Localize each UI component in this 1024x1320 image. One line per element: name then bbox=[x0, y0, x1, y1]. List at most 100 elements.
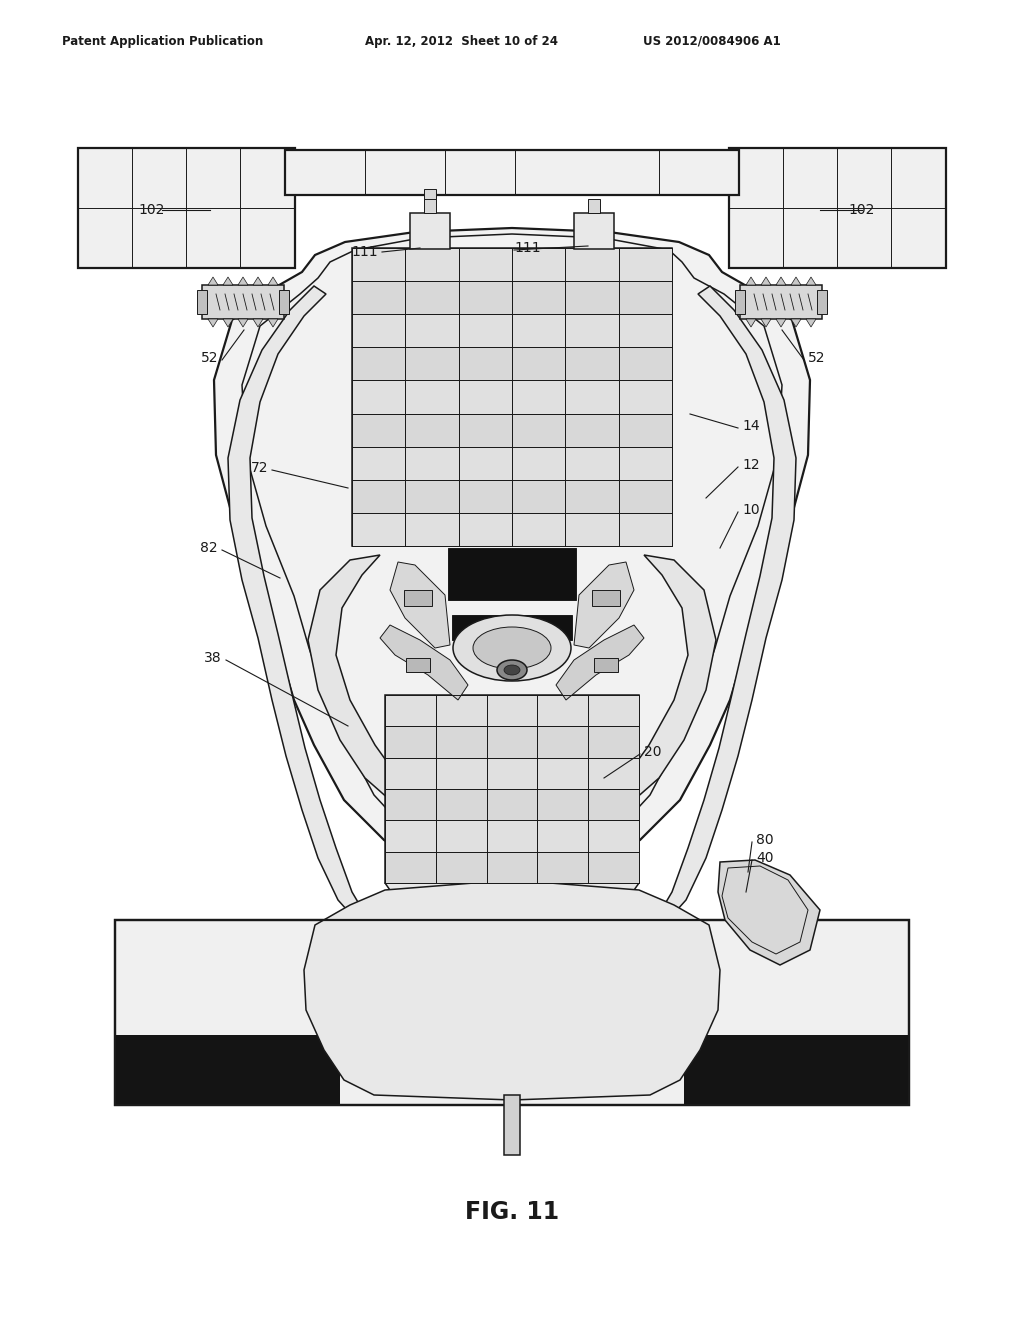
Bar bbox=[486, 851, 538, 883]
Bar bbox=[424, 199, 436, 213]
Polygon shape bbox=[308, 554, 400, 800]
Bar bbox=[352, 446, 406, 479]
Bar bbox=[512, 479, 565, 513]
Ellipse shape bbox=[453, 615, 571, 681]
Bar bbox=[565, 446, 618, 479]
Bar bbox=[459, 413, 512, 446]
Bar bbox=[436, 726, 486, 758]
Bar bbox=[352, 281, 406, 314]
Bar bbox=[459, 248, 512, 281]
Bar bbox=[452, 615, 572, 640]
Text: 52: 52 bbox=[808, 351, 825, 366]
Polygon shape bbox=[238, 319, 248, 327]
Bar bbox=[406, 513, 459, 546]
Bar bbox=[588, 758, 639, 789]
Bar bbox=[459, 513, 512, 546]
Bar bbox=[449, 548, 575, 601]
Bar bbox=[486, 758, 538, 789]
Bar bbox=[385, 726, 436, 758]
Polygon shape bbox=[268, 277, 278, 285]
Bar bbox=[406, 314, 459, 347]
Bar bbox=[459, 380, 512, 413]
Polygon shape bbox=[268, 319, 278, 327]
Bar bbox=[352, 314, 406, 347]
Bar bbox=[565, 380, 618, 413]
Bar bbox=[385, 758, 436, 789]
Polygon shape bbox=[208, 277, 218, 285]
Bar bbox=[588, 199, 600, 213]
Bar bbox=[459, 347, 512, 380]
Bar bbox=[512, 413, 565, 446]
Bar bbox=[618, 513, 672, 546]
Bar bbox=[352, 248, 672, 546]
Bar bbox=[538, 696, 588, 726]
Polygon shape bbox=[718, 861, 820, 965]
Bar bbox=[512, 248, 565, 281]
Bar bbox=[406, 479, 459, 513]
Bar bbox=[588, 820, 639, 851]
Bar bbox=[565, 513, 618, 546]
Polygon shape bbox=[238, 277, 248, 285]
Bar bbox=[565, 347, 618, 380]
Bar bbox=[538, 789, 588, 820]
Bar bbox=[512, 446, 565, 479]
Bar bbox=[406, 281, 459, 314]
Bar bbox=[385, 696, 436, 726]
Polygon shape bbox=[776, 277, 786, 285]
Bar bbox=[504, 1096, 520, 1155]
Bar bbox=[538, 726, 588, 758]
Polygon shape bbox=[791, 277, 801, 285]
Bar bbox=[817, 290, 827, 314]
Bar bbox=[594, 657, 618, 672]
Text: US 2012/0084906 A1: US 2012/0084906 A1 bbox=[643, 36, 780, 48]
Text: 20: 20 bbox=[644, 744, 662, 759]
Bar bbox=[618, 347, 672, 380]
Bar bbox=[406, 380, 459, 413]
Bar bbox=[618, 380, 672, 413]
Bar bbox=[565, 479, 618, 513]
Polygon shape bbox=[806, 319, 816, 327]
Polygon shape bbox=[380, 624, 468, 700]
Bar bbox=[406, 446, 459, 479]
Bar bbox=[735, 290, 745, 314]
Polygon shape bbox=[214, 228, 810, 875]
Text: 72: 72 bbox=[251, 461, 268, 475]
Bar bbox=[385, 851, 436, 883]
Bar bbox=[618, 248, 672, 281]
Bar bbox=[512, 380, 565, 413]
Polygon shape bbox=[208, 319, 218, 327]
Ellipse shape bbox=[497, 660, 527, 680]
Bar bbox=[352, 347, 406, 380]
Bar bbox=[115, 920, 909, 1105]
Bar bbox=[512, 314, 565, 347]
Polygon shape bbox=[574, 562, 634, 648]
Bar bbox=[406, 248, 459, 281]
Bar bbox=[684, 1035, 909, 1105]
Bar bbox=[574, 213, 614, 249]
Bar bbox=[618, 446, 672, 479]
Bar bbox=[352, 413, 406, 446]
Bar bbox=[78, 148, 295, 268]
Bar bbox=[352, 248, 406, 281]
Bar bbox=[538, 851, 588, 883]
Polygon shape bbox=[761, 277, 771, 285]
Bar bbox=[385, 789, 436, 820]
Ellipse shape bbox=[473, 627, 551, 669]
Bar bbox=[486, 820, 538, 851]
Bar bbox=[424, 189, 436, 203]
Polygon shape bbox=[390, 562, 450, 648]
Bar bbox=[618, 314, 672, 347]
Polygon shape bbox=[624, 554, 716, 800]
Bar bbox=[512, 347, 565, 380]
Bar bbox=[115, 920, 909, 1105]
Bar bbox=[459, 479, 512, 513]
Bar bbox=[618, 281, 672, 314]
Bar bbox=[588, 696, 639, 726]
Bar bbox=[385, 696, 639, 883]
Polygon shape bbox=[253, 319, 263, 327]
Text: 52: 52 bbox=[201, 351, 218, 366]
Bar bbox=[565, 314, 618, 347]
Polygon shape bbox=[761, 319, 771, 327]
Bar bbox=[115, 1035, 340, 1105]
Bar bbox=[588, 851, 639, 883]
